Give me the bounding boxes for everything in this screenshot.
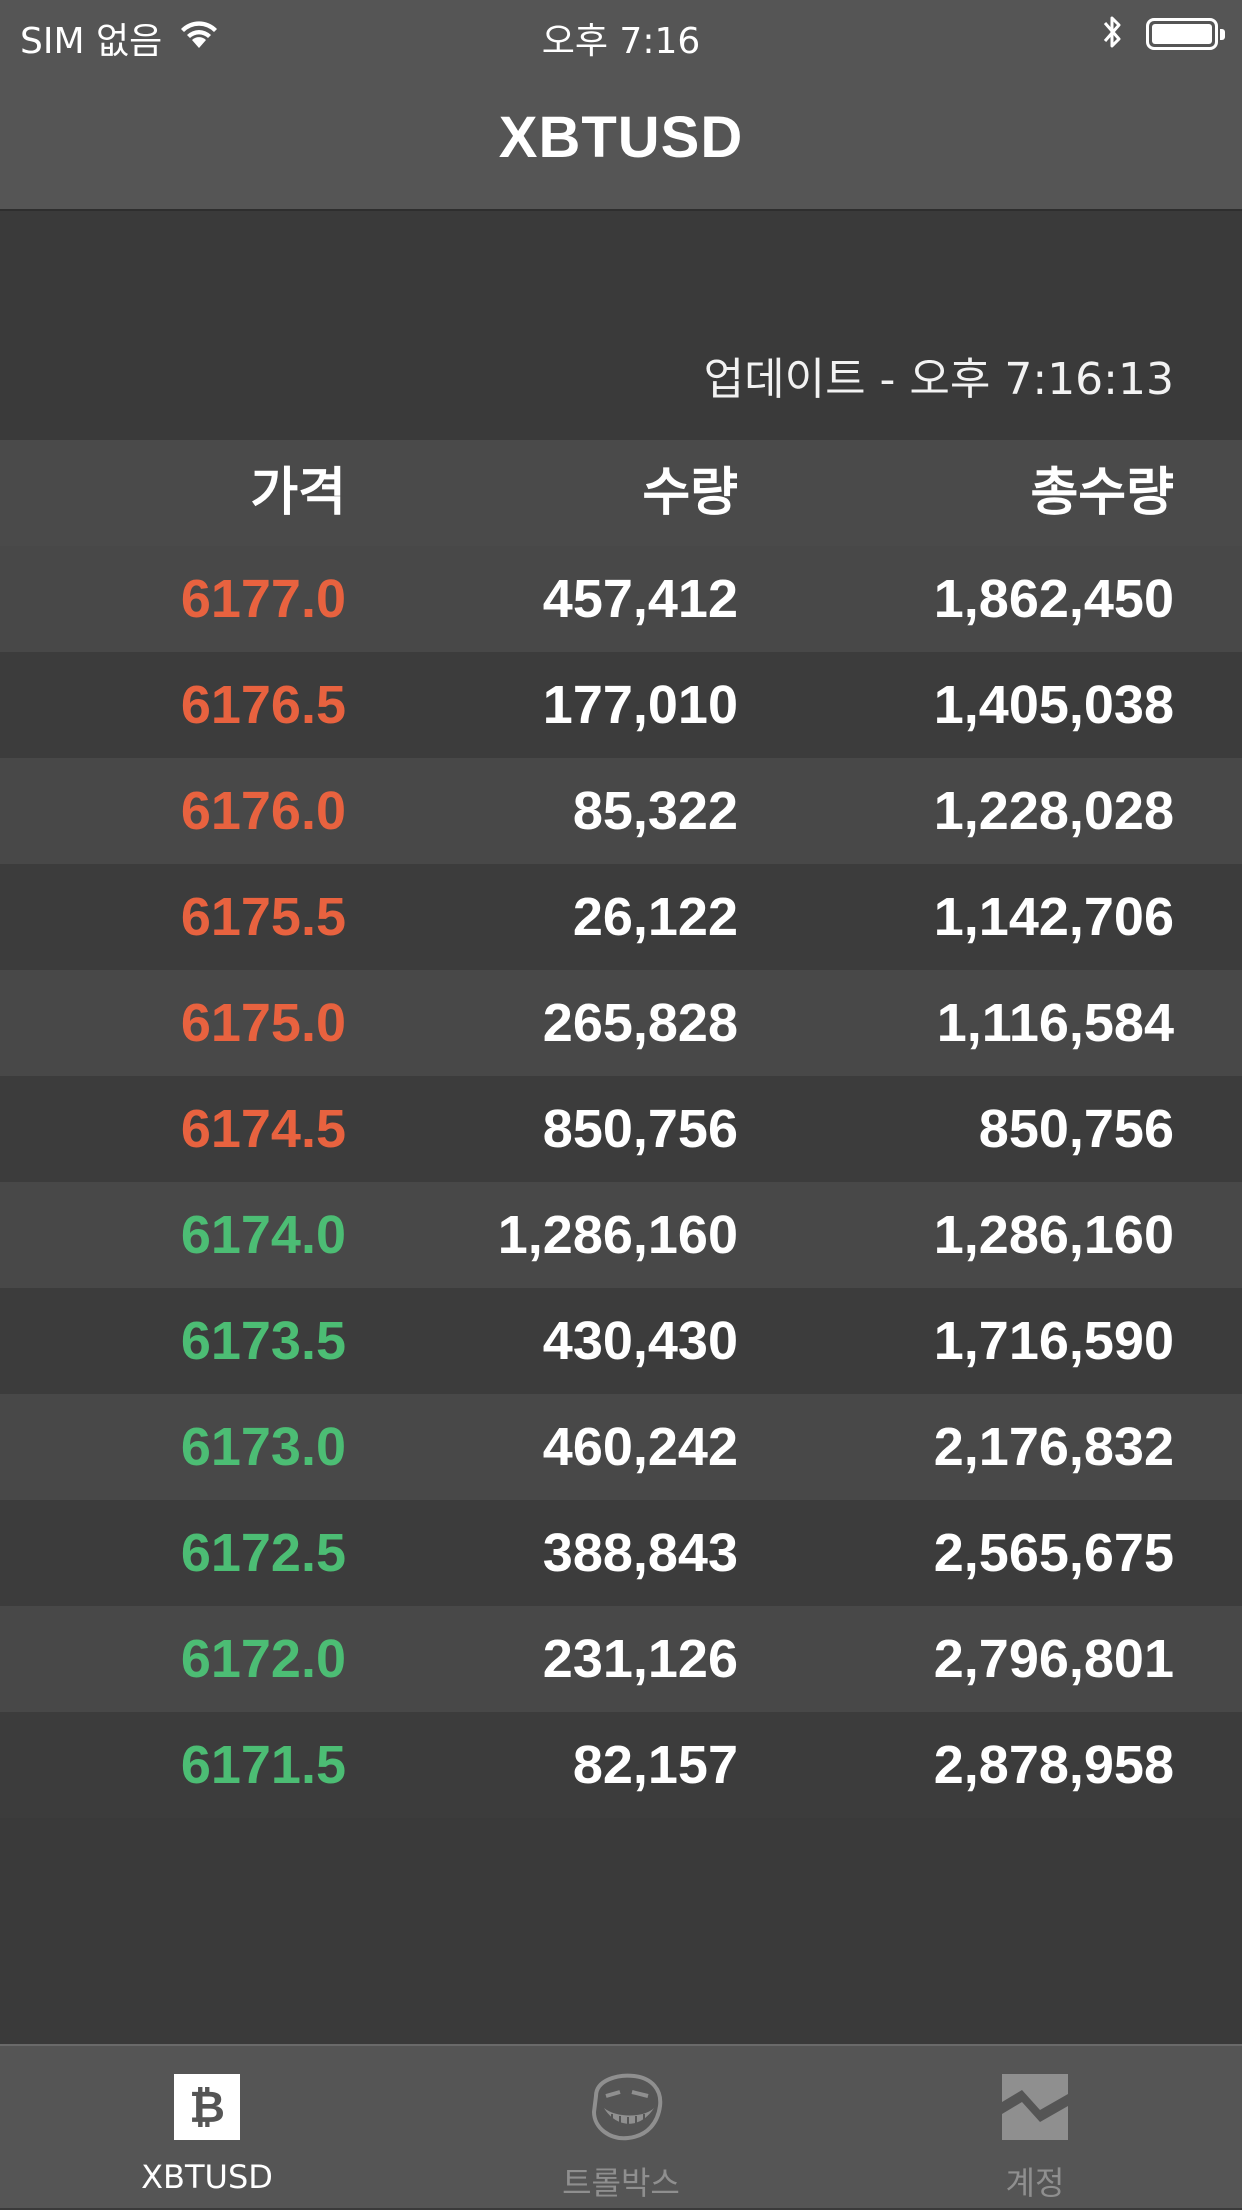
table-row[interactable]: 6174.0 1,286,160 1,286,160 — [0, 1182, 1242, 1288]
quantity-cell: 850,756 — [542, 1099, 738, 1159]
total-cell: 1,405,038 — [933, 675, 1174, 735]
total-cell: 2,796,801 — [933, 1629, 1174, 1689]
tab-bar: ₿ XBTUSD 트롤박스 계정 — [0, 2044, 1242, 2208]
price-cell: 6171.5 — [180, 1735, 346, 1795]
total-cell: 2,878,958 — [933, 1735, 1174, 1795]
quantity-cell: 265,828 — [542, 993, 738, 1053]
total-cell: 1,286,160 — [933, 1205, 1174, 1265]
header-price: 가격 — [250, 463, 346, 523]
price-cell: 6173.0 — [180, 1417, 346, 1477]
price-cell: 6173.5 — [180, 1311, 346, 1371]
quantity-cell: 430,430 — [542, 1311, 738, 1371]
svg-text:₿: ₿ — [189, 2082, 225, 2133]
total-cell: 1,716,590 — [933, 1311, 1174, 1371]
tab-trollbox[interactable]: 트롤박스 — [414, 2046, 828, 2210]
table-row[interactable]: 6172.0 231,126 2,796,801 — [0, 1606, 1242, 1712]
price-cell: 6172.0 — [180, 1629, 346, 1689]
quantity-cell: 460,242 — [542, 1417, 738, 1477]
total-cell: 1,228,028 — [933, 781, 1174, 841]
price-cell: 6175.0 — [180, 993, 346, 1053]
price-cell: 6177.0 — [180, 569, 346, 629]
total-cell: 850,756 — [978, 1099, 1174, 1159]
table-row[interactable]: 6172.5 388,843 2,565,675 — [0, 1500, 1242, 1606]
updated-timestamp: 업데이트 - 오후 7:16:13 — [703, 354, 1174, 405]
header-total: 총수량 — [1030, 463, 1174, 523]
status-left: SIM 없음 — [20, 12, 220, 64]
table-row[interactable]: 6171.5 82,157 2,878,958 — [0, 1712, 1242, 1818]
table-row[interactable]: 6176.5 177,010 1,405,038 — [0, 652, 1242, 758]
quantity-cell: 26,122 — [572, 887, 738, 947]
price-cell: 6176.5 — [180, 675, 346, 735]
total-cell: 2,176,832 — [933, 1417, 1174, 1477]
quantity-cell: 1,286,160 — [497, 1205, 738, 1265]
table-row[interactable]: 6175.0 265,828 1,116,584 — [0, 970, 1242, 1076]
total-cell: 1,142,706 — [933, 887, 1174, 947]
total-cell: 1,116,584 — [936, 993, 1174, 1053]
quantity-cell: 231,126 — [542, 1629, 738, 1689]
quantity-cell: 457,412 — [542, 569, 738, 629]
battery-icon — [1146, 18, 1225, 50]
table-row[interactable]: 6177.0 457,412 1,862,450 — [0, 546, 1242, 652]
price-cell: 6174.0 — [180, 1205, 346, 1265]
quantity-cell: 82,157 — [572, 1735, 738, 1795]
price-cell: 6175.5 — [180, 887, 346, 947]
price-cell: 6176.0 — [180, 781, 346, 841]
bluetooth-icon — [1102, 14, 1124, 54]
tab-xbtusd[interactable]: ₿ XBTUSD — [0, 2046, 414, 2210]
table-row[interactable]: 6173.5 430,430 1,716,590 — [0, 1288, 1242, 1394]
orderbook-rows: 6177.0 457,412 1,862,450 6176.5 177,010 1,405… — [0, 546, 1242, 1818]
table-row[interactable]: 6174.5 850,756 850,756 — [0, 1076, 1242, 1182]
table-header: 가격 수량 총수량 — [0, 440, 1242, 546]
navigation-bar: XBTUSD — [0, 66, 1242, 211]
bitcoin-icon: ₿ — [172, 2072, 242, 2142]
status-right — [1102, 14, 1225, 54]
trollface-icon — [586, 2072, 663, 2142]
tab-label: 계정 — [1005, 2164, 1065, 2202]
tab-label: XBTUSD — [141, 2158, 273, 2196]
price-cell: 6174.5 — [180, 1099, 346, 1159]
price-cell: 6172.5 — [180, 1523, 346, 1583]
orderbook-table: 가격 수량 총수량 6177.0 457,412 1,862,450 6176.5 17… — [0, 440, 1242, 1818]
table-row[interactable]: 6176.0 85,322 1,228,028 — [0, 758, 1242, 864]
header-quantity: 수량 — [642, 463, 738, 523]
carrier-label: SIM 없음 — [20, 21, 163, 62]
quantity-cell: 388,843 — [542, 1523, 738, 1583]
tab-label: 트롤박스 — [562, 2164, 680, 2202]
tab-account[interactable]: 계정 — [828, 2046, 1242, 2210]
total-cell: 1,862,450 — [933, 569, 1174, 629]
quantity-cell: 85,322 — [572, 781, 738, 841]
status-time: 오후 7:16 — [541, 21, 701, 62]
status-bar: SIM 없음 오후 7:16 — [0, 0, 1242, 66]
account-chart-icon — [1000, 2072, 1070, 2142]
total-cell: 2,565,675 — [933, 1523, 1174, 1583]
table-row[interactable]: 6173.0 460,242 2,176,832 — [0, 1394, 1242, 1500]
table-row[interactable]: 6175.5 26,122 1,142,706 — [0, 864, 1242, 970]
wifi-icon — [178, 18, 220, 59]
page-title: XBTUSD — [498, 105, 744, 170]
quantity-cell: 177,010 — [542, 675, 738, 735]
